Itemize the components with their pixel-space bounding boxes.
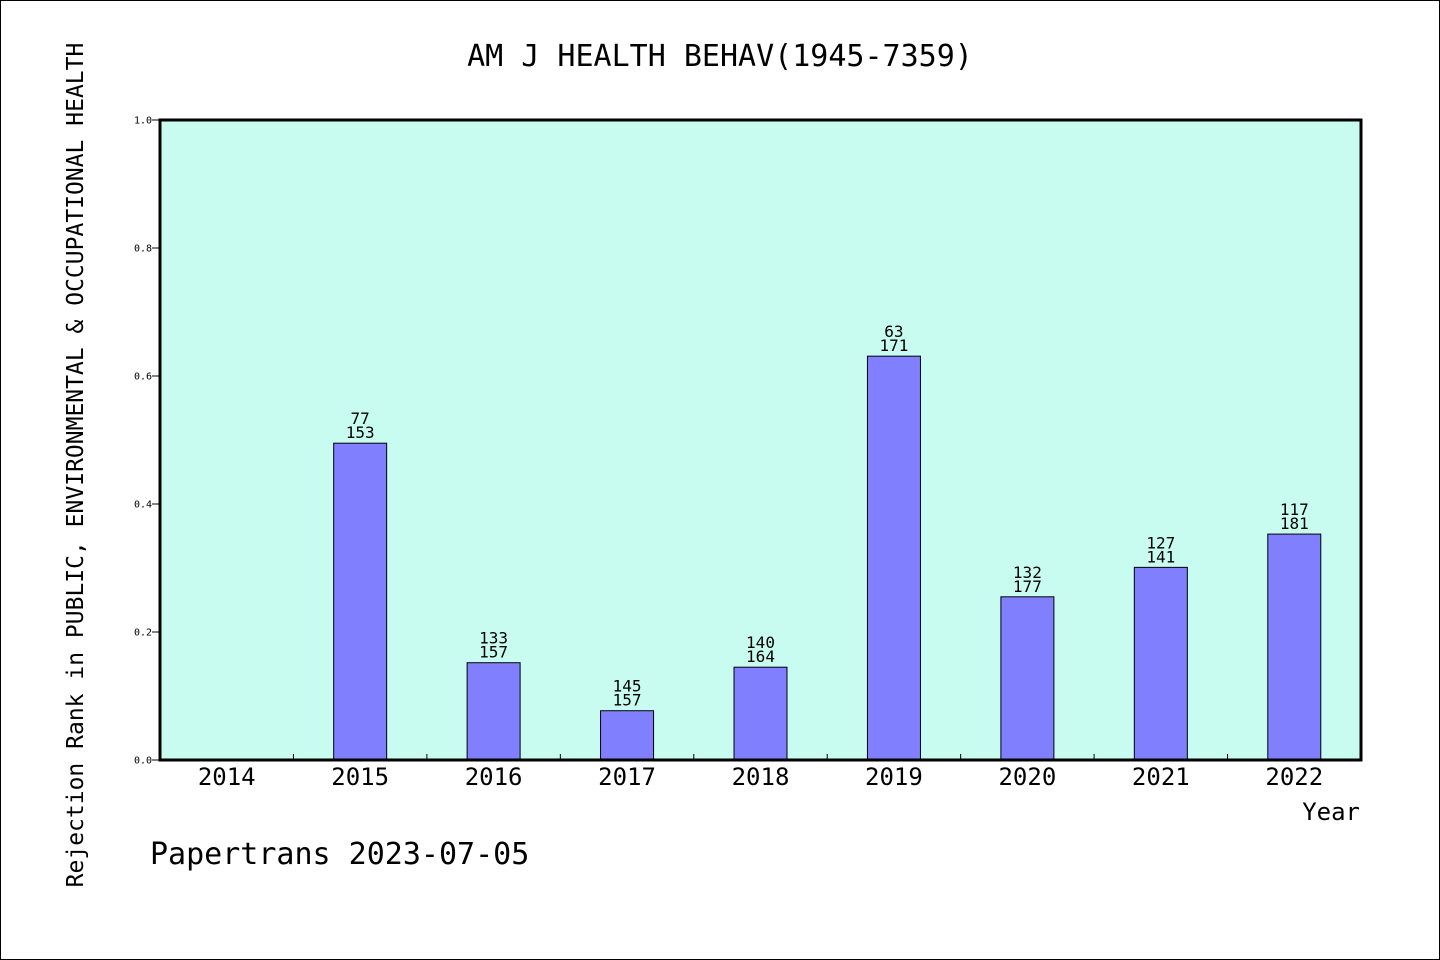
bar-2022 <box>1267 533 1322 761</box>
bar-2018 <box>733 666 788 761</box>
bar-label-rank: 133 <box>479 629 508 648</box>
x-tick-label: 2019 <box>865 763 923 791</box>
x-tick-label: 2016 <box>465 763 523 791</box>
y-tick-label: 0.2 <box>134 628 152 639</box>
bar-label-rank: 117 <box>1280 500 1309 519</box>
bar-label-total: 157 <box>479 643 508 662</box>
bars-layer: 7715313315714515714016463171132177127141… <box>333 322 1322 761</box>
x-tick-label: 2021 <box>1132 763 1190 791</box>
bar-label-total: 177 <box>1013 577 1042 596</box>
bar-2015 <box>333 442 388 761</box>
bar-2016 <box>466 662 521 761</box>
bar-label-total: 171 <box>879 336 908 355</box>
x-tick-label: 2017 <box>598 763 656 791</box>
x-tick-label: 2022 <box>1265 763 1323 791</box>
bar-label-total: 141 <box>1146 547 1175 566</box>
bar-label-rank: 132 <box>1013 563 1042 582</box>
y-tick-label: 0.0 <box>134 756 152 767</box>
bar-label-total: 157 <box>613 691 642 710</box>
bar-label-rank: 127 <box>1146 533 1175 552</box>
y-tick-label: 0.6 <box>134 372 152 383</box>
bar-2019 <box>866 355 921 761</box>
footer-text: Papertrans 2023-07-05 <box>150 837 529 872</box>
bar-2020 <box>1000 596 1055 761</box>
ticks-layer: 0.0 0.2 0.4 0.6 0.8 1.0 2014 2015 2016 2017 2018 20… <box>134 116 1323 792</box>
x-tick-label: 2014 <box>198 763 256 791</box>
y-tick-label: 0.4 <box>134 500 152 511</box>
chart-title: AM J HEALTH BEHAV(1945-7359) <box>467 39 973 74</box>
bar-label-rank: 63 <box>884 322 903 341</box>
bar-label-rank: 145 <box>613 677 642 696</box>
x-tick-label: 2020 <box>998 763 1056 791</box>
bar-label-total: 164 <box>746 647 775 666</box>
bar-label-total: 181 <box>1280 514 1309 533</box>
y-axis-label: Rejection Rank in PUBLIC, ENVIRONMENTAL … <box>63 43 89 888</box>
x-tick-label: 2018 <box>732 763 790 791</box>
x-tick-label: 2015 <box>331 763 389 791</box>
bar-2017 <box>600 710 655 761</box>
y-tick-label: 1.0 <box>134 116 152 127</box>
bar-2021 <box>1133 566 1188 761</box>
plot-border <box>158 118 1363 762</box>
bar-label-rank: 77 <box>351 409 370 428</box>
bar-label-total: 153 <box>346 423 375 442</box>
x-axis-label: Year <box>1302 798 1360 826</box>
bar-label-rank: 140 <box>746 633 775 652</box>
y-tick-label: 0.8 <box>134 244 152 255</box>
